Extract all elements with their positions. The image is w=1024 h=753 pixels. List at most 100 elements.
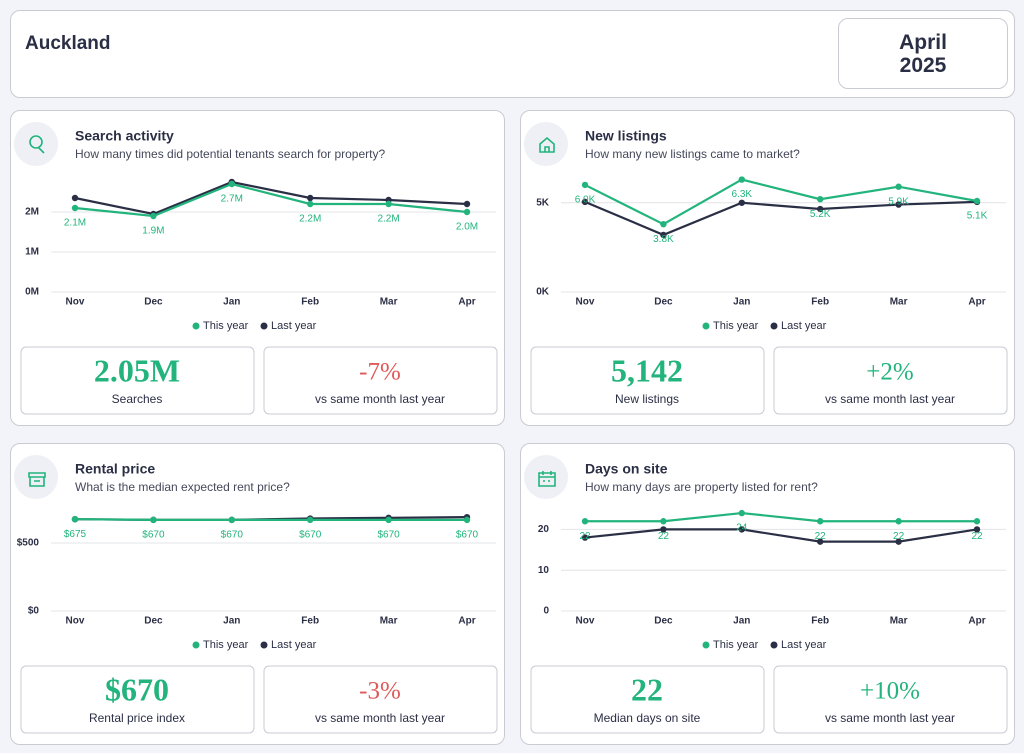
legend-dot [192, 322, 200, 330]
period-box: April 2025 [838, 18, 1008, 89]
kpi-box [530, 665, 765, 734]
data-label: 22 [971, 531, 983, 542]
panel-chart: New listings How many new listings came t… [524, 122, 1008, 415]
y-tick-label: 2M [25, 207, 39, 218]
point [228, 516, 235, 524]
kpi-box [773, 346, 1008, 415]
kpi-value: -3% [359, 678, 401, 705]
point [973, 526, 981, 533]
point [463, 200, 471, 208]
x-tick-label: Nov [66, 616, 85, 627]
point [660, 220, 667, 228]
panel-chart: Rental price What is the median expected … [14, 455, 498, 734]
kpi-value: +2% [866, 359, 913, 386]
legend-label: Last year [781, 639, 827, 651]
point [895, 201, 902, 208]
x-tick-label: Dec [654, 616, 673, 627]
panel-chart: Days on site How many days are property l… [524, 455, 1008, 734]
x-tick-label: Apr [968, 616, 985, 627]
point [895, 538, 902, 545]
kpi-box [20, 346, 255, 415]
point [385, 200, 392, 208]
icon [539, 136, 555, 153]
year: 2025 [899, 54, 947, 77]
kpi-value: 22 [631, 671, 663, 707]
data-label: 2.0M [456, 222, 478, 233]
y-tick-label: 1M [25, 247, 39, 258]
icon-bg [524, 122, 568, 166]
x-tick-label: Apr [968, 297, 985, 308]
data-label: $670 [221, 530, 244, 541]
legend-dot [260, 322, 268, 330]
data-label: 6.3K [732, 189, 753, 200]
data-label: $670 [299, 530, 322, 541]
data-label: 1.9M [142, 226, 164, 237]
x-tick-label: Feb [301, 616, 319, 627]
x-tick-label: Jan [223, 297, 240, 308]
series-line [584, 200, 978, 237]
data-label: 5.1K [967, 211, 988, 222]
point [817, 205, 824, 213]
kpi-value: 2.05M [94, 352, 180, 388]
data-label: $675 [64, 529, 87, 540]
kpi-label: vs same month last year [825, 711, 955, 725]
x-tick-label: Jan [733, 616, 750, 627]
y-tick-label: 20 [538, 524, 550, 535]
kpi-box [773, 665, 1008, 734]
y-tick-label: $500 [17, 538, 40, 549]
header: Auckland April 2025 [10, 10, 1015, 98]
point [71, 194, 79, 202]
point [738, 526, 745, 533]
x-tick-label: Feb [811, 616, 829, 627]
icon-bg [14, 122, 58, 166]
x-tick-label: Mar [890, 616, 908, 627]
legend-label: Last year [271, 639, 317, 651]
point [817, 196, 824, 203]
x-tick-label: Dec [654, 297, 673, 308]
kpi-box [530, 346, 765, 415]
data-label: 22 [815, 531, 827, 542]
kpi-label: Searches [112, 392, 163, 406]
x-tick-label: Jan [733, 297, 750, 308]
kpi-label: Rental price index [89, 711, 185, 725]
point [738, 509, 745, 517]
y-tick-label: 5K [536, 197, 550, 208]
point [307, 516, 314, 524]
y-tick-label: $0 [28, 606, 40, 617]
legend-dot [702, 641, 710, 649]
point [817, 518, 824, 525]
kpi-label: New listings [615, 392, 679, 406]
point [228, 180, 235, 188]
x-tick-label: Apr [458, 616, 475, 627]
point [895, 183, 902, 190]
kpi-value: +10% [860, 678, 920, 705]
kpi-value: 5,142 [611, 352, 683, 388]
x-tick-label: Feb [811, 297, 829, 308]
kpi-label: vs same month last year [315, 711, 445, 725]
series-line [584, 178, 978, 226]
x-tick-label: Nov [576, 616, 595, 627]
legend-label: Last year [781, 320, 827, 332]
x-tick-label: Feb [301, 297, 319, 308]
legend-label: This year [713, 320, 759, 332]
data-label: $670 [456, 530, 479, 541]
legend-label: This year [713, 639, 759, 651]
panel: New listings How many new listings came t… [520, 110, 1015, 426]
point [581, 518, 589, 525]
x-tick-label: Mar [890, 297, 908, 308]
x-tick-label: Dec [144, 616, 163, 627]
point [738, 176, 745, 183]
data-label: 2.7M [221, 194, 243, 205]
point [71, 204, 79, 212]
x-tick-label: Mar [380, 616, 398, 627]
point [581, 181, 589, 189]
point [307, 200, 314, 208]
panel-subtitle: How many new listings came to market? [585, 147, 800, 161]
legend-label: Last year [271, 320, 317, 332]
point [307, 194, 314, 202]
point [895, 518, 902, 525]
data-label: 6.0K [575, 195, 596, 206]
kpi-box [263, 665, 498, 734]
point [738, 199, 745, 206]
point [973, 197, 981, 205]
